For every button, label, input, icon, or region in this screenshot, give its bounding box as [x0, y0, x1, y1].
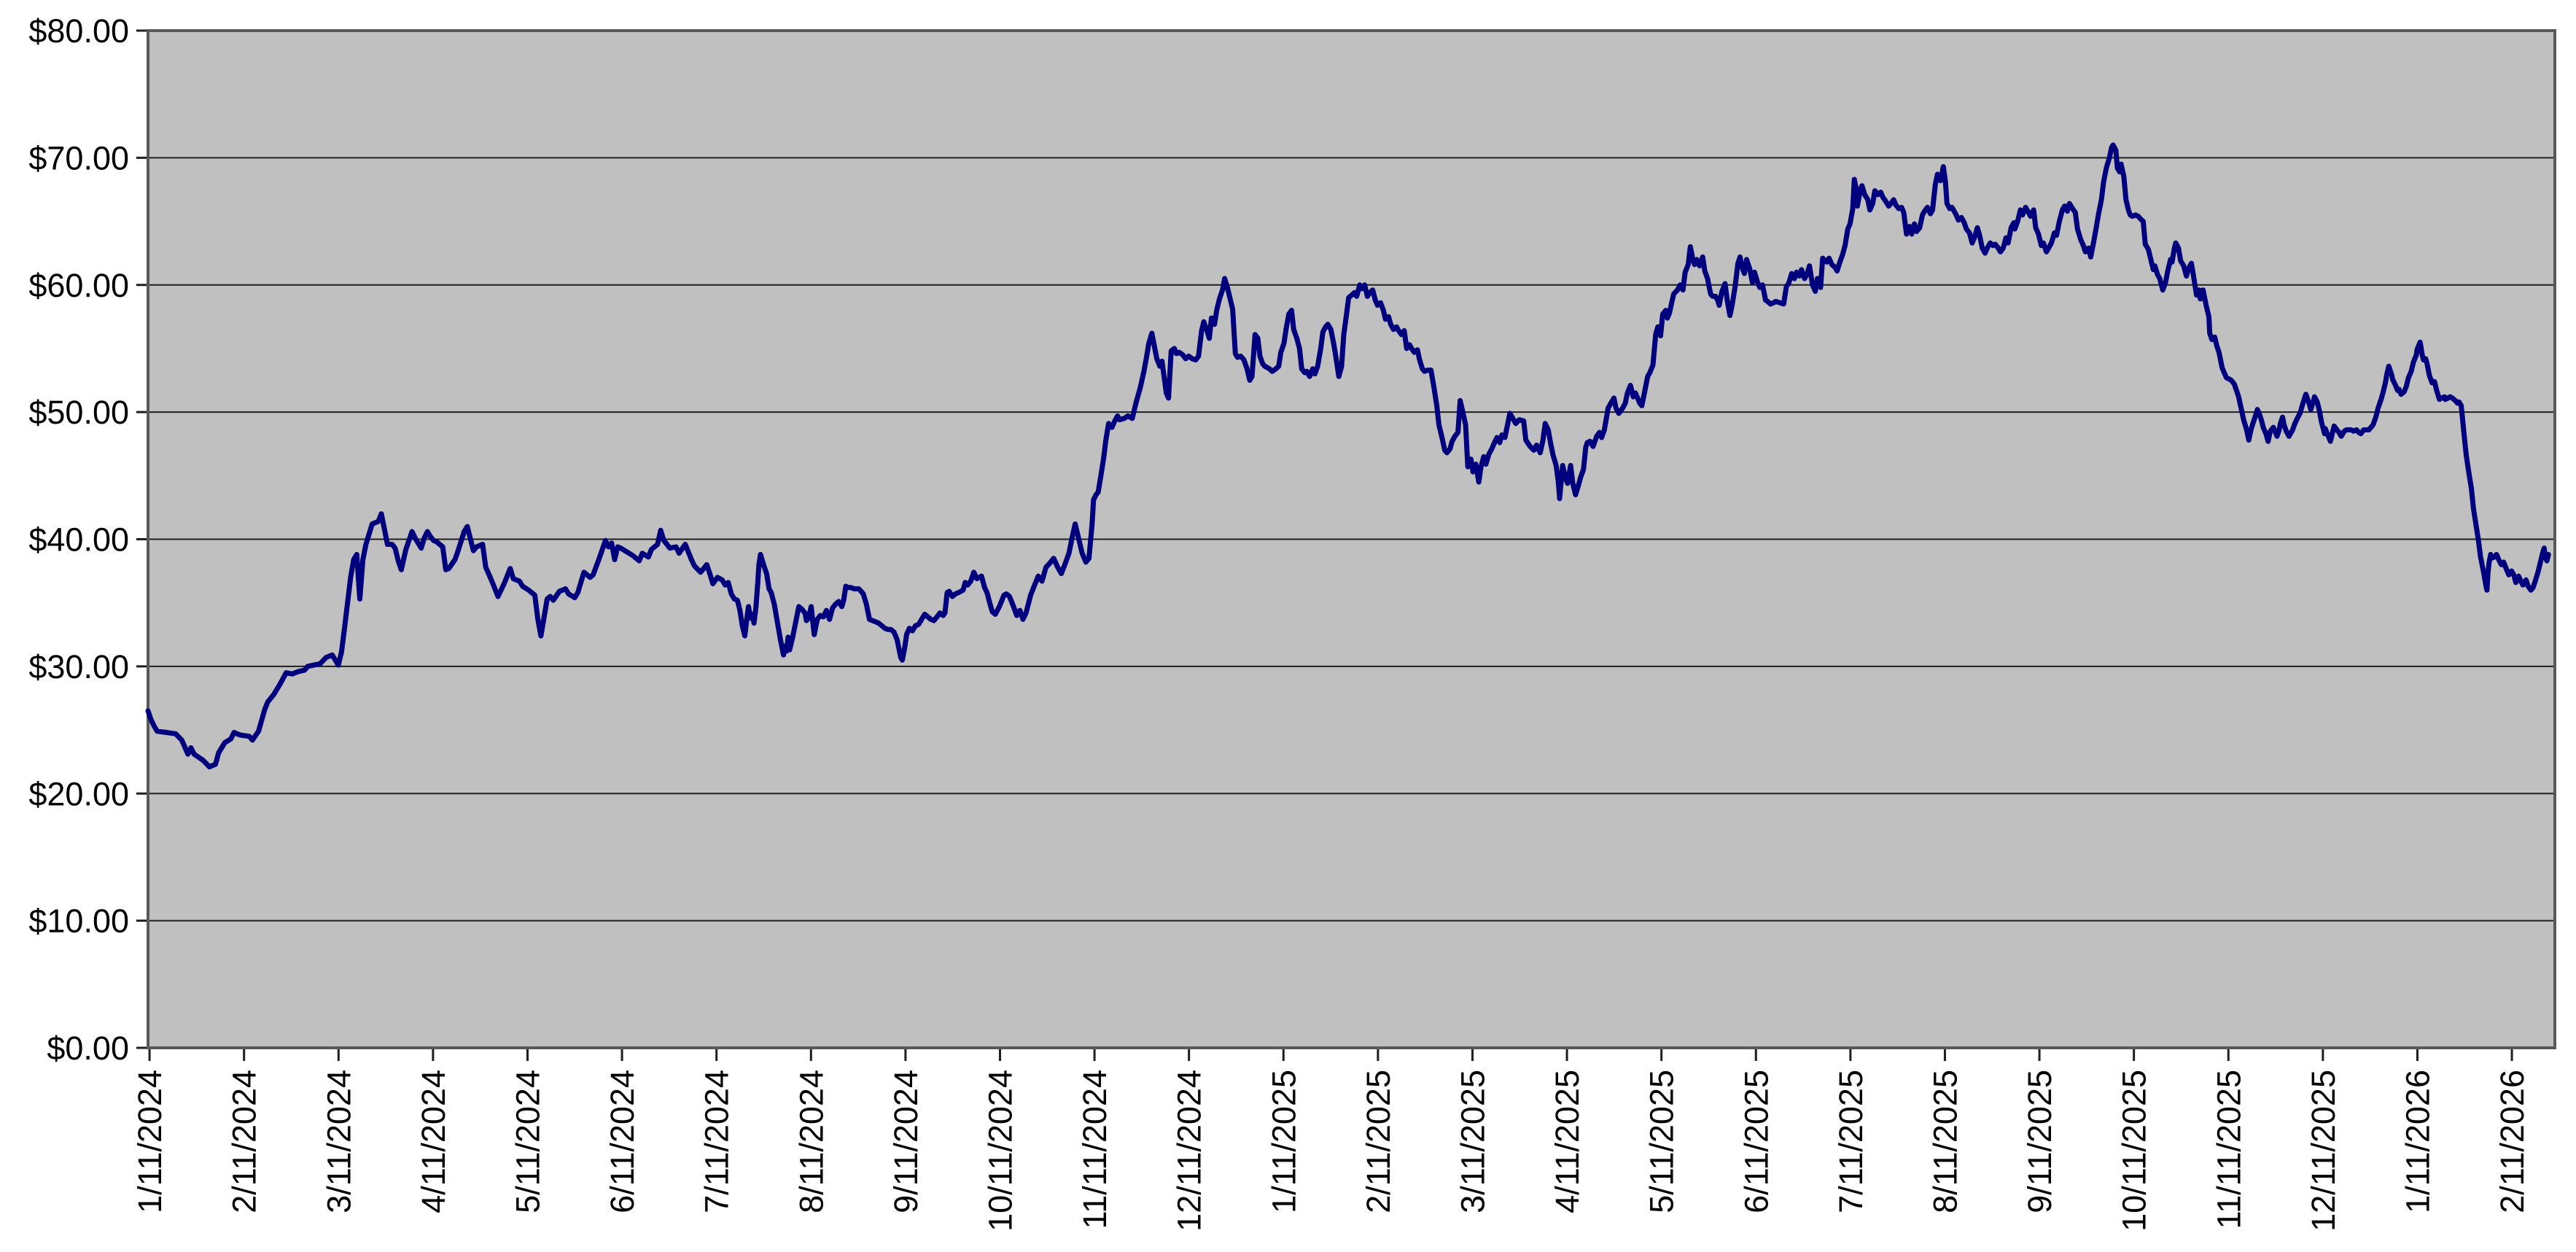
x-axis-label: 7/11/2024	[699, 1070, 736, 1213]
y-axis-label: $70.00	[28, 139, 129, 176]
x-axis-label: 2/11/2026	[2494, 1070, 2531, 1213]
y-axis-label: $10.00	[28, 903, 129, 940]
x-axis-label: 11/11/2024	[1076, 1070, 1113, 1229]
x-axis-label: 9/11/2025	[2021, 1070, 2058, 1213]
x-axis-label: 8/11/2024	[793, 1070, 830, 1213]
price-line-series	[145, 142, 2551, 770]
x-axis-label: 5/11/2025	[1643, 1070, 1681, 1213]
x-axis-label: 12/11/2024	[1171, 1070, 1208, 1232]
y-axis-label: $30.00	[28, 648, 129, 685]
x-axis-label: 11/11/2025	[2210, 1070, 2247, 1229]
x-axis-label: 6/11/2024	[604, 1070, 641, 1213]
y-axis-label: $20.00	[28, 775, 129, 812]
x-axis-label: 2/11/2025	[1360, 1070, 1397, 1213]
y-axis-label: $50.00	[28, 394, 129, 431]
x-axis-label: 4/11/2024	[415, 1070, 452, 1213]
x-axis-label: 1/11/2024	[131, 1070, 168, 1213]
x-axis-label: 1/11/2025	[1265, 1070, 1302, 1213]
x-axis-label: 5/11/2024	[509, 1070, 546, 1213]
y-axis-label: $60.00	[28, 267, 129, 304]
plot-border	[147, 29, 2556, 1049]
x-axis-label: 12/11/2025	[2305, 1070, 2342, 1232]
x-axis-label: 6/11/2025	[1738, 1070, 1775, 1213]
y-axis-label: $0.00	[47, 1030, 129, 1067]
x-axis-label: 10/11/2025	[2116, 1070, 2153, 1232]
x-axis-label: 3/11/2025	[1454, 1070, 1491, 1213]
x-axis-label: 1/11/2026	[2399, 1070, 2436, 1213]
x-axis-label: 3/11/2024	[320, 1070, 357, 1213]
x-axis-label: 8/11/2025	[1926, 1070, 1964, 1213]
y-axis-label: $80.00	[28, 12, 129, 50]
x-axis-label: 2/11/2024	[226, 1070, 263, 1213]
x-axis-label: 10/11/2024	[981, 1070, 1019, 1232]
x-axis-label: 9/11/2024	[887, 1070, 925, 1213]
x-axis-label: 4/11/2025	[1549, 1070, 1586, 1213]
x-axis-label: 7/11/2025	[1832, 1070, 1869, 1213]
y-axis-label: $40.00	[28, 521, 129, 559]
